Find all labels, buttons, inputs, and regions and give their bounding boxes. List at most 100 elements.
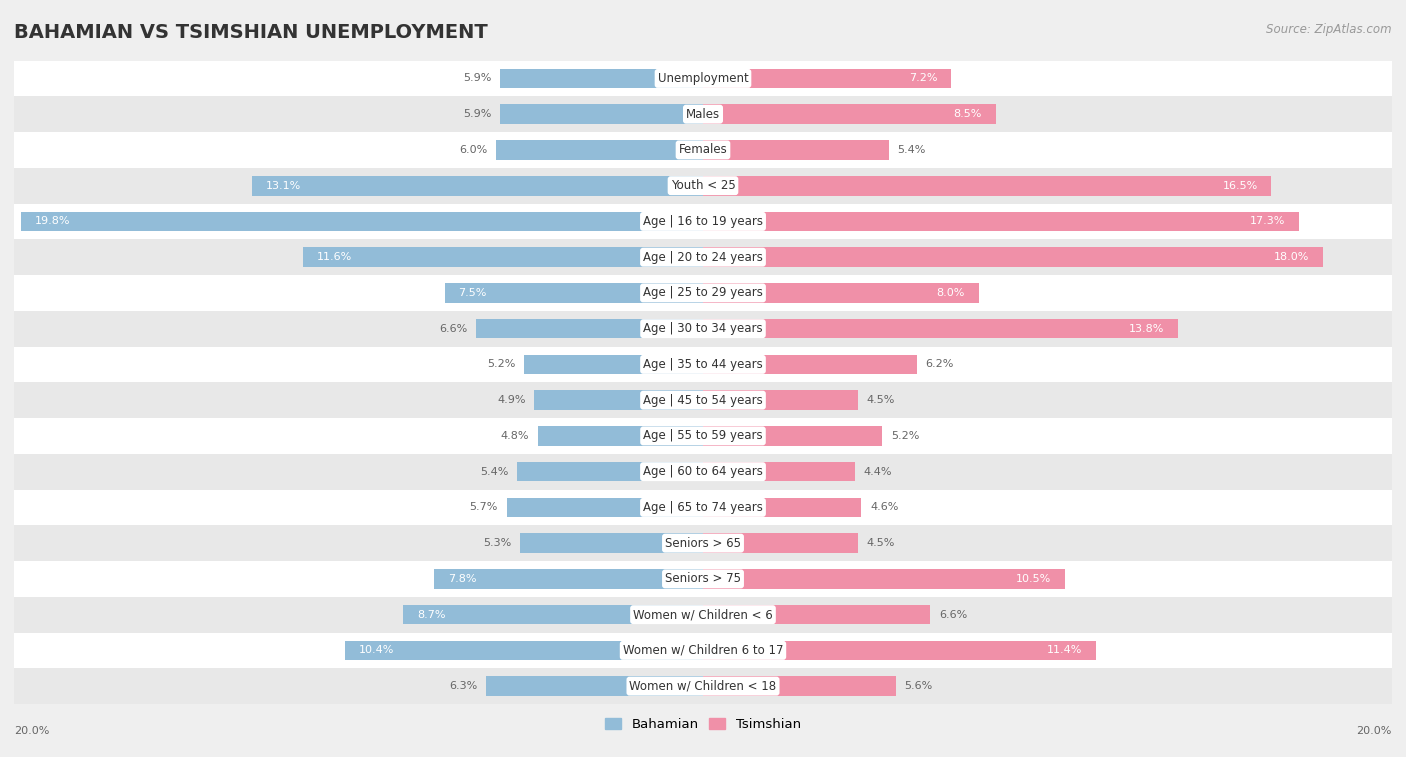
- Text: 6.0%: 6.0%: [460, 145, 488, 155]
- Bar: [21, 212, 703, 231]
- Text: 5.9%: 5.9%: [463, 73, 491, 83]
- Bar: [444, 283, 703, 303]
- Text: 10.4%: 10.4%: [359, 646, 394, 656]
- Text: Women w/ Children < 6: Women w/ Children < 6: [633, 608, 773, 621]
- Bar: [14, 382, 1392, 418]
- Text: 5.2%: 5.2%: [891, 431, 920, 441]
- Bar: [703, 319, 1178, 338]
- Bar: [14, 668, 1392, 704]
- Text: 11.4%: 11.4%: [1046, 646, 1083, 656]
- Text: Males: Males: [686, 107, 720, 120]
- Bar: [703, 212, 1299, 231]
- Bar: [517, 462, 703, 481]
- Text: 11.6%: 11.6%: [318, 252, 353, 262]
- Text: Source: ZipAtlas.com: Source: ZipAtlas.com: [1267, 23, 1392, 36]
- Bar: [703, 534, 858, 553]
- Bar: [14, 347, 1392, 382]
- Bar: [703, 605, 931, 625]
- Bar: [506, 497, 703, 517]
- Bar: [703, 176, 1271, 195]
- Bar: [703, 426, 882, 446]
- Bar: [499, 104, 703, 124]
- Text: 4.5%: 4.5%: [866, 538, 896, 548]
- Bar: [14, 418, 1392, 453]
- Text: Age | 20 to 24 years: Age | 20 to 24 years: [643, 251, 763, 263]
- Text: Age | 16 to 19 years: Age | 16 to 19 years: [643, 215, 763, 228]
- Bar: [14, 239, 1392, 275]
- Text: Women w/ Children 6 to 17: Women w/ Children 6 to 17: [623, 644, 783, 657]
- Bar: [703, 354, 917, 374]
- Text: 5.2%: 5.2%: [486, 360, 515, 369]
- Text: 20.0%: 20.0%: [14, 725, 49, 736]
- Text: Age | 65 to 74 years: Age | 65 to 74 years: [643, 501, 763, 514]
- Text: 10.5%: 10.5%: [1015, 574, 1050, 584]
- Text: Age | 45 to 54 years: Age | 45 to 54 years: [643, 394, 763, 407]
- Text: 13.1%: 13.1%: [266, 181, 301, 191]
- Bar: [534, 391, 703, 410]
- Bar: [524, 354, 703, 374]
- Text: Women w/ Children < 18: Women w/ Children < 18: [630, 680, 776, 693]
- Text: Age | 60 to 64 years: Age | 60 to 64 years: [643, 465, 763, 478]
- Legend: Bahamian, Tsimshian: Bahamian, Tsimshian: [600, 712, 806, 736]
- Bar: [703, 283, 979, 303]
- Bar: [14, 597, 1392, 633]
- Bar: [14, 132, 1392, 168]
- Bar: [703, 462, 855, 481]
- Bar: [14, 453, 1392, 490]
- Bar: [703, 104, 995, 124]
- Bar: [404, 605, 703, 625]
- Bar: [703, 140, 889, 160]
- Bar: [434, 569, 703, 589]
- Bar: [703, 391, 858, 410]
- Bar: [14, 561, 1392, 597]
- Bar: [475, 319, 703, 338]
- Bar: [703, 69, 950, 89]
- Bar: [14, 490, 1392, 525]
- Bar: [14, 204, 1392, 239]
- Bar: [520, 534, 703, 553]
- Bar: [703, 676, 896, 696]
- Text: 6.6%: 6.6%: [439, 324, 467, 334]
- Text: 4.8%: 4.8%: [501, 431, 529, 441]
- Text: 6.6%: 6.6%: [939, 609, 967, 620]
- Text: 4.9%: 4.9%: [498, 395, 526, 405]
- Bar: [14, 311, 1392, 347]
- Text: 7.2%: 7.2%: [908, 73, 938, 83]
- Bar: [496, 140, 703, 160]
- Text: 13.8%: 13.8%: [1129, 324, 1164, 334]
- Bar: [14, 525, 1392, 561]
- Text: Youth < 25: Youth < 25: [671, 179, 735, 192]
- Bar: [703, 569, 1064, 589]
- Text: 4.5%: 4.5%: [866, 395, 896, 405]
- Text: Seniors > 65: Seniors > 65: [665, 537, 741, 550]
- Text: Females: Females: [679, 143, 727, 157]
- Text: 5.4%: 5.4%: [479, 466, 509, 477]
- Text: 7.8%: 7.8%: [449, 574, 477, 584]
- Bar: [486, 676, 703, 696]
- Text: 4.6%: 4.6%: [870, 503, 898, 512]
- Text: 5.4%: 5.4%: [897, 145, 927, 155]
- Text: 5.6%: 5.6%: [904, 681, 932, 691]
- Bar: [14, 168, 1392, 204]
- Text: BAHAMIAN VS TSIMSHIAN UNEMPLOYMENT: BAHAMIAN VS TSIMSHIAN UNEMPLOYMENT: [14, 23, 488, 42]
- Bar: [537, 426, 703, 446]
- Text: 18.0%: 18.0%: [1274, 252, 1309, 262]
- Text: 5.9%: 5.9%: [463, 109, 491, 119]
- Bar: [703, 640, 1095, 660]
- Text: 5.7%: 5.7%: [470, 503, 498, 512]
- Bar: [703, 497, 862, 517]
- Text: Age | 25 to 29 years: Age | 25 to 29 years: [643, 286, 763, 300]
- Bar: [14, 96, 1392, 132]
- Text: 19.8%: 19.8%: [35, 217, 70, 226]
- Text: Unemployment: Unemployment: [658, 72, 748, 85]
- Text: 17.3%: 17.3%: [1250, 217, 1285, 226]
- Bar: [252, 176, 703, 195]
- Text: 6.2%: 6.2%: [925, 360, 953, 369]
- Text: 7.5%: 7.5%: [458, 288, 486, 298]
- Bar: [703, 248, 1323, 267]
- Bar: [499, 69, 703, 89]
- Bar: [344, 640, 703, 660]
- Text: Seniors > 75: Seniors > 75: [665, 572, 741, 585]
- Text: 16.5%: 16.5%: [1222, 181, 1257, 191]
- Text: 8.7%: 8.7%: [418, 609, 446, 620]
